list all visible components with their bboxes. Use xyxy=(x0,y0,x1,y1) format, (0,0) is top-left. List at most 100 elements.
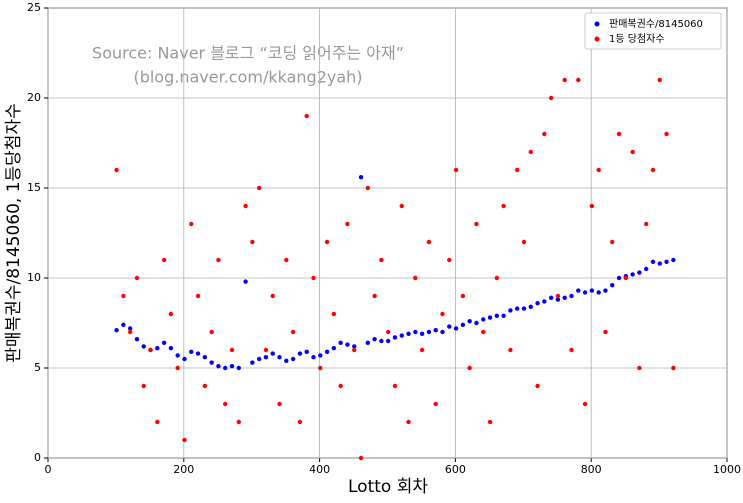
point xyxy=(345,221,350,227)
point xyxy=(630,149,635,155)
annotation: Source: Naver 블로그 “코딩 읽어주는 아재” xyxy=(92,44,404,63)
y-tick-label: 20 xyxy=(27,91,41,104)
point xyxy=(487,315,493,320)
point xyxy=(358,175,364,180)
point xyxy=(114,328,119,333)
point xyxy=(664,131,669,137)
point xyxy=(195,293,201,299)
point xyxy=(603,329,608,335)
point xyxy=(216,257,221,263)
point xyxy=(202,355,208,360)
point xyxy=(535,301,540,306)
point xyxy=(338,383,343,389)
point xyxy=(576,77,581,83)
x-tick-label: 0 xyxy=(45,463,52,476)
point xyxy=(447,257,452,263)
point xyxy=(637,270,642,275)
point xyxy=(467,365,472,371)
series xyxy=(114,175,676,371)
point xyxy=(399,333,404,338)
point xyxy=(426,329,432,335)
point xyxy=(548,295,554,300)
point xyxy=(372,293,377,299)
legend-marker xyxy=(594,36,600,42)
point xyxy=(304,113,309,119)
point xyxy=(542,299,547,304)
point xyxy=(155,346,160,351)
point xyxy=(379,338,384,344)
legend-label: 판매복권수/8145060 xyxy=(609,18,703,30)
point xyxy=(474,320,479,326)
x-axis-label: Lotto 회차 xyxy=(348,477,428,497)
point xyxy=(277,355,282,360)
point xyxy=(385,338,391,344)
point xyxy=(413,329,418,335)
point xyxy=(263,355,269,360)
point xyxy=(671,365,676,371)
x-tick-label: 600 xyxy=(445,463,466,476)
point xyxy=(494,275,500,281)
point xyxy=(223,401,228,407)
point xyxy=(433,328,438,333)
point xyxy=(216,364,221,369)
point xyxy=(664,259,669,264)
point xyxy=(229,347,235,353)
point xyxy=(379,257,384,263)
series xyxy=(114,77,676,461)
point xyxy=(297,419,303,425)
point xyxy=(460,293,466,299)
point xyxy=(134,337,140,342)
point xyxy=(555,293,561,299)
point xyxy=(175,353,180,358)
point xyxy=(209,360,214,365)
point xyxy=(535,383,540,389)
point xyxy=(168,311,174,317)
point xyxy=(528,149,533,155)
point xyxy=(290,356,296,362)
point xyxy=(195,351,201,356)
point xyxy=(168,346,174,351)
point xyxy=(189,349,194,354)
point xyxy=(161,257,167,263)
y-tick-label: 25 xyxy=(27,1,41,14)
point xyxy=(474,221,479,227)
point xyxy=(331,346,337,351)
point xyxy=(284,358,289,363)
plot-area xyxy=(47,7,728,459)
point xyxy=(481,329,486,335)
point xyxy=(223,365,228,371)
point xyxy=(141,344,146,349)
point xyxy=(127,329,133,335)
point xyxy=(542,131,547,137)
y-tick-label: 0 xyxy=(34,451,41,464)
point xyxy=(331,311,337,317)
point xyxy=(256,356,262,362)
legend-marker xyxy=(594,21,600,27)
point xyxy=(202,383,208,389)
point xyxy=(250,239,255,245)
point xyxy=(650,259,656,264)
point xyxy=(121,322,126,327)
point xyxy=(508,308,513,313)
point xyxy=(589,288,595,293)
point xyxy=(657,77,662,83)
point xyxy=(569,347,574,353)
point xyxy=(365,340,371,345)
point xyxy=(324,239,330,245)
y-tick-label: 15 xyxy=(27,181,41,194)
point xyxy=(501,203,506,209)
point xyxy=(596,167,601,173)
x-tick-label: 400 xyxy=(309,463,330,476)
point xyxy=(460,322,466,327)
point xyxy=(616,131,622,137)
point xyxy=(352,347,357,353)
point xyxy=(582,401,588,407)
legend-box xyxy=(584,12,722,50)
point xyxy=(385,329,391,335)
point xyxy=(555,297,561,302)
point xyxy=(603,288,608,293)
point xyxy=(304,349,309,354)
point xyxy=(318,365,323,371)
point xyxy=(419,331,425,336)
